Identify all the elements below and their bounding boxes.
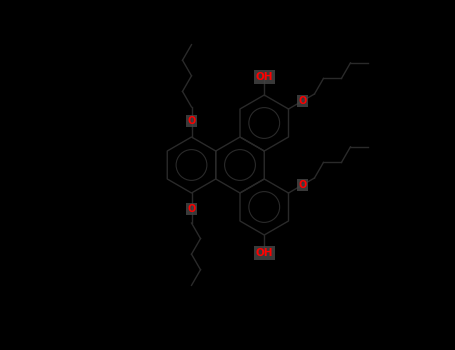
Text: O: O: [298, 96, 307, 106]
Text: OH: OH: [256, 72, 273, 82]
Text: O: O: [187, 116, 196, 126]
Text: OH: OH: [256, 248, 273, 258]
Text: O: O: [298, 180, 307, 190]
Text: O: O: [187, 204, 196, 214]
